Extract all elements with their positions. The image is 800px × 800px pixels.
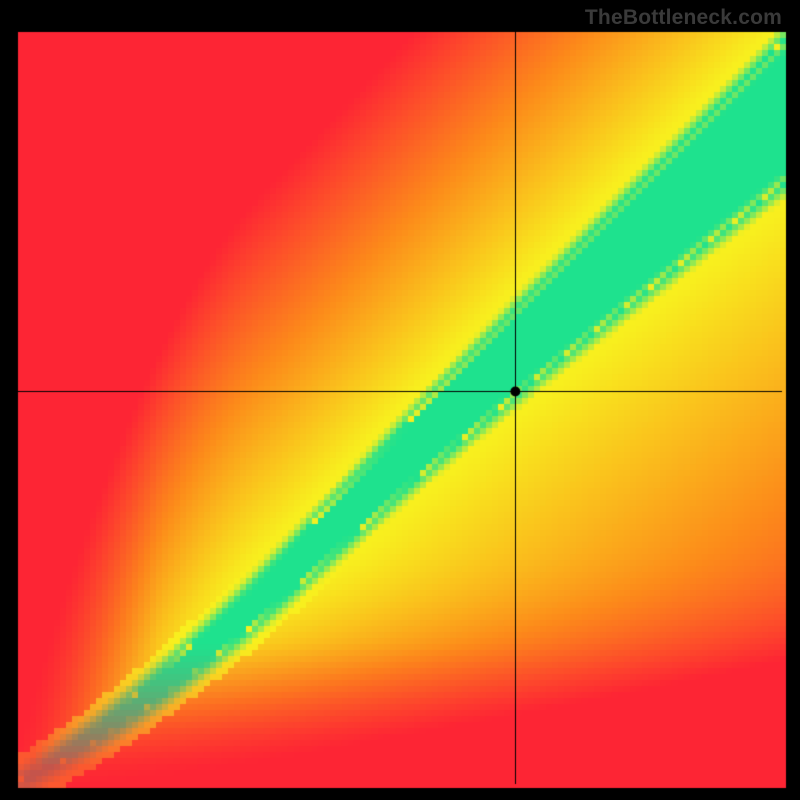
bottleneck-heatmap — [0, 0, 800, 800]
watermark-text: TheBottleneck.com — [585, 6, 782, 30]
chart-container: TheBottleneck.com — [0, 0, 800, 800]
